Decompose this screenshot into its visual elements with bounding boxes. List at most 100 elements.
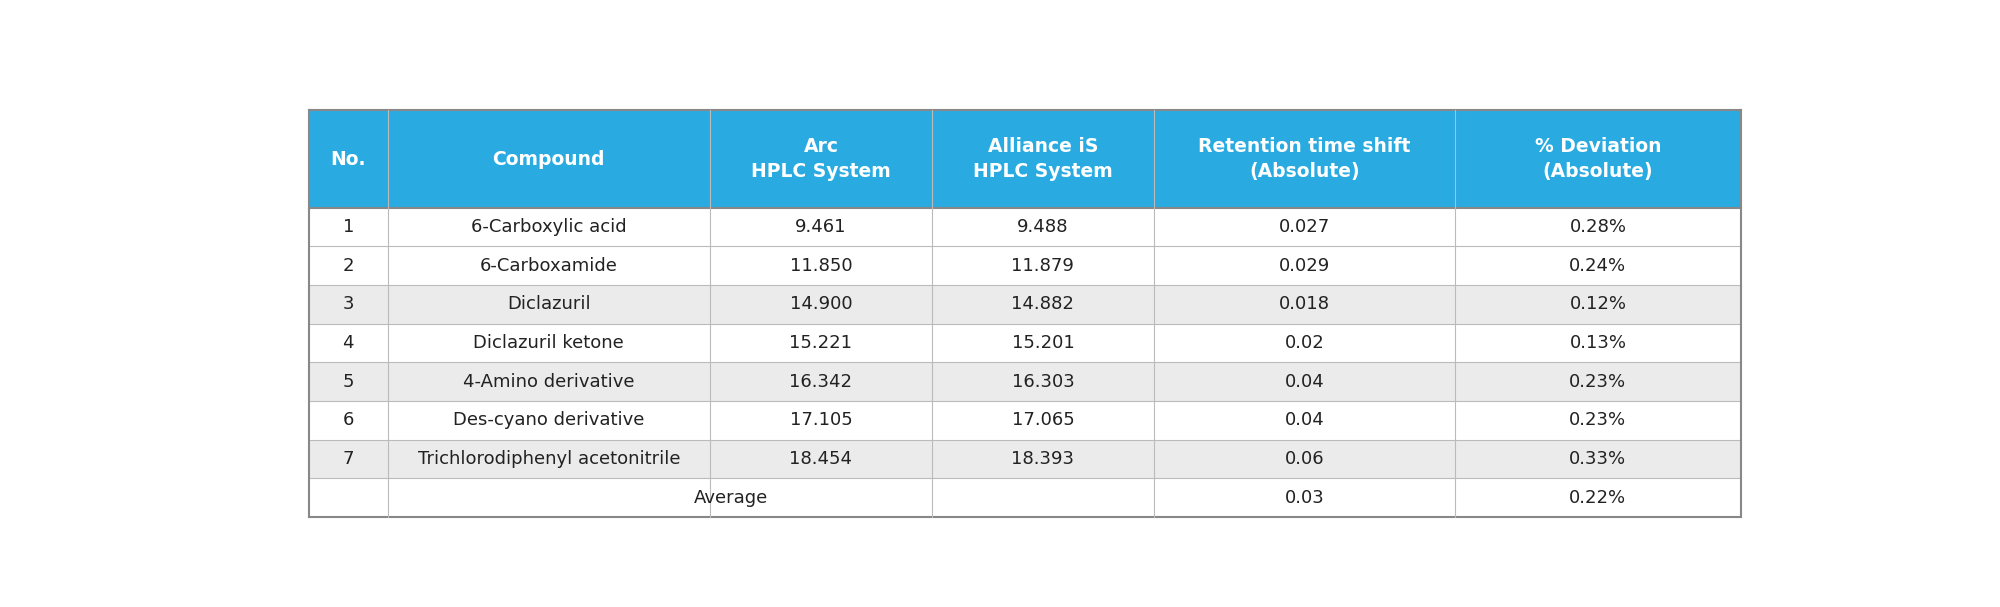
Text: Compound: Compound <box>492 149 606 169</box>
Text: 2: 2 <box>342 257 354 275</box>
Bar <box>388 401 710 439</box>
Text: 11.850: 11.850 <box>790 257 852 275</box>
Text: No.: No. <box>330 149 366 169</box>
Text: 0.04: 0.04 <box>1284 373 1324 391</box>
Bar <box>1154 478 1454 517</box>
Text: 0.027: 0.027 <box>1278 218 1330 236</box>
Bar <box>388 208 710 246</box>
Bar <box>308 324 388 362</box>
Text: 11.879: 11.879 <box>1012 257 1074 275</box>
Bar <box>388 362 710 401</box>
Bar <box>388 478 710 517</box>
Text: 0.02: 0.02 <box>1284 334 1324 352</box>
Text: 0.33%: 0.33% <box>1570 450 1626 468</box>
Text: 7: 7 <box>342 450 354 468</box>
Text: Average: Average <box>694 489 768 507</box>
Bar <box>1154 324 1454 362</box>
Text: 9.488: 9.488 <box>1018 218 1068 236</box>
Text: 9.461: 9.461 <box>796 218 846 236</box>
Bar <box>710 439 932 478</box>
Text: 0.04: 0.04 <box>1284 412 1324 429</box>
Text: 0.22%: 0.22% <box>1570 489 1626 507</box>
Text: 4-Amino derivative: 4-Amino derivative <box>464 373 634 391</box>
Bar <box>932 110 1154 208</box>
Text: 17.065: 17.065 <box>1012 412 1074 429</box>
Bar <box>1154 439 1454 478</box>
Text: 5: 5 <box>342 373 354 391</box>
Bar <box>1454 208 1742 246</box>
Text: 18.454: 18.454 <box>790 450 852 468</box>
Bar <box>1154 401 1454 439</box>
Text: 0.24%: 0.24% <box>1570 257 1626 275</box>
Text: % Deviation
(Absolute): % Deviation (Absolute) <box>1534 137 1662 181</box>
Bar <box>388 285 710 324</box>
Bar <box>710 246 932 285</box>
Bar <box>308 208 388 246</box>
Text: Des-cyano derivative: Des-cyano derivative <box>454 412 644 429</box>
Bar <box>1454 110 1742 208</box>
Text: 0.13%: 0.13% <box>1570 334 1626 352</box>
Bar <box>710 110 932 208</box>
Text: Retention time shift
(Absolute): Retention time shift (Absolute) <box>1198 137 1410 181</box>
Bar <box>1454 285 1742 324</box>
Bar <box>308 285 388 324</box>
Text: 0.23%: 0.23% <box>1570 373 1626 391</box>
Text: 0.03: 0.03 <box>1284 489 1324 507</box>
Text: Trichlorodiphenyl acetonitrile: Trichlorodiphenyl acetonitrile <box>418 450 680 468</box>
Bar <box>932 208 1154 246</box>
Bar <box>710 208 932 246</box>
Text: 1: 1 <box>342 218 354 236</box>
Bar <box>388 439 710 478</box>
Text: 15.201: 15.201 <box>1012 334 1074 352</box>
Text: Diclazuril ketone: Diclazuril ketone <box>474 334 624 352</box>
Bar <box>1454 246 1742 285</box>
Text: 0.12%: 0.12% <box>1570 296 1626 313</box>
Text: Alliance iS
HPLC System: Alliance iS HPLC System <box>974 137 1112 181</box>
Bar <box>932 285 1154 324</box>
Bar <box>932 401 1154 439</box>
Text: 17.105: 17.105 <box>790 412 852 429</box>
Bar <box>1154 362 1454 401</box>
Text: 15.221: 15.221 <box>790 334 852 352</box>
Bar <box>308 478 388 517</box>
Text: 0.23%: 0.23% <box>1570 412 1626 429</box>
Text: Diclazuril: Diclazuril <box>506 296 590 313</box>
Bar <box>308 246 388 285</box>
Bar <box>1154 110 1454 208</box>
Text: 6: 6 <box>342 412 354 429</box>
Text: 14.882: 14.882 <box>1012 296 1074 313</box>
Bar <box>932 478 1154 517</box>
Bar <box>1154 208 1454 246</box>
Bar <box>1454 439 1742 478</box>
Text: 3: 3 <box>342 296 354 313</box>
Bar <box>932 439 1154 478</box>
Bar <box>932 324 1154 362</box>
Bar <box>308 110 388 208</box>
Text: 0.029: 0.029 <box>1278 257 1330 275</box>
Bar <box>1454 478 1742 517</box>
Text: 0.06: 0.06 <box>1284 450 1324 468</box>
Text: Arc
HPLC System: Arc HPLC System <box>752 137 890 181</box>
Bar <box>710 401 932 439</box>
Text: 14.900: 14.900 <box>790 296 852 313</box>
Bar <box>1154 246 1454 285</box>
Bar <box>710 285 932 324</box>
Text: 0.28%: 0.28% <box>1570 218 1626 236</box>
Bar <box>1454 401 1742 439</box>
Bar <box>1454 362 1742 401</box>
Text: 18.393: 18.393 <box>1012 450 1074 468</box>
Bar <box>308 401 388 439</box>
Bar <box>710 324 932 362</box>
Text: 0.018: 0.018 <box>1278 296 1330 313</box>
Bar <box>710 362 932 401</box>
Text: 6-Carboxamide: 6-Carboxamide <box>480 257 618 275</box>
Bar <box>1154 285 1454 324</box>
Bar <box>388 110 710 208</box>
Bar <box>710 478 932 517</box>
Bar <box>388 246 710 285</box>
Text: 16.303: 16.303 <box>1012 373 1074 391</box>
Bar <box>932 246 1154 285</box>
Bar <box>932 362 1154 401</box>
Text: 16.342: 16.342 <box>790 373 852 391</box>
Text: 6-Carboxylic acid: 6-Carboxylic acid <box>470 218 626 236</box>
